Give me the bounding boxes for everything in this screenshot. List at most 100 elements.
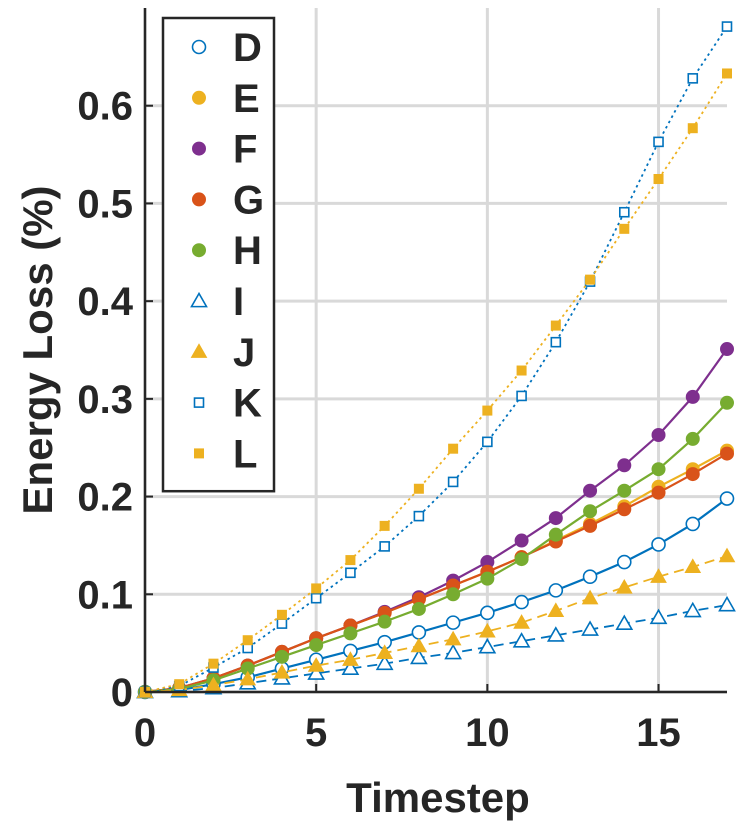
data-point-G bbox=[685, 467, 700, 482]
data-point-D bbox=[719, 491, 735, 506]
data-point-I bbox=[444, 643, 462, 660]
data-point-G bbox=[617, 502, 632, 517]
series-line-J bbox=[144, 555, 728, 693]
x-axis-label: Timestep bbox=[346, 774, 530, 821]
data-point-D bbox=[651, 537, 666, 552]
data-point-J bbox=[615, 578, 633, 594]
data-point-K bbox=[276, 618, 288, 629]
data-point-L bbox=[585, 274, 596, 285]
y-tick-label: 0.1 bbox=[77, 573, 133, 617]
data-point-I bbox=[341, 659, 360, 675]
data-point-F bbox=[651, 428, 666, 443]
data-point-J bbox=[273, 663, 291, 679]
data-point-K bbox=[653, 136, 664, 148]
data-point-I bbox=[683, 601, 702, 618]
data-point-D bbox=[616, 554, 632, 570]
data-point-D bbox=[582, 569, 598, 584]
data-point-K bbox=[447, 476, 459, 488]
legend-marker-G bbox=[192, 192, 206, 207]
data-point-J bbox=[684, 558, 702, 574]
legend-entry-H: H bbox=[192, 229, 262, 273]
data-point-D bbox=[480, 605, 495, 621]
data-point-D bbox=[548, 583, 564, 598]
data-point-L bbox=[516, 365, 527, 376]
data-point-F bbox=[514, 533, 529, 548]
legend-label-L: L bbox=[233, 432, 257, 476]
data-point-I bbox=[410, 648, 428, 665]
legend-label-I: I bbox=[233, 280, 244, 324]
legend-label-G: G bbox=[233, 178, 264, 222]
data-point-I bbox=[581, 620, 599, 636]
data-point-I bbox=[615, 614, 634, 631]
data-point-I bbox=[649, 608, 668, 625]
legend-box bbox=[161, 16, 276, 493]
data-point-J bbox=[376, 644, 394, 660]
axes: 0 5 10 15 0 0.1 0.2 0.3 0.4 0.5 0.6 bbox=[77, 8, 727, 755]
x-tick-label: 15 bbox=[636, 711, 681, 755]
data-point-F bbox=[548, 511, 563, 526]
data-point-H bbox=[377, 614, 392, 629]
x-tick-label: 5 bbox=[305, 711, 327, 755]
y-tick-label: 0.5 bbox=[77, 182, 133, 226]
y-tick-label: 0.3 bbox=[77, 378, 133, 422]
legend-label-J: J bbox=[233, 331, 255, 375]
data-point-K bbox=[721, 21, 733, 32]
data-point-L bbox=[345, 555, 356, 566]
data-point-H bbox=[309, 638, 324, 653]
data-point-L bbox=[379, 520, 390, 531]
data-point-J bbox=[547, 602, 565, 618]
x-tick-label: 0 bbox=[134, 711, 156, 755]
data-point-J bbox=[718, 547, 736, 563]
y-tick-label: 0.6 bbox=[77, 85, 133, 129]
data-point-D bbox=[445, 615, 461, 630]
legend-entry-F: F bbox=[192, 128, 257, 172]
series-J bbox=[136, 547, 736, 699]
data-point-L bbox=[653, 174, 664, 184]
data-point-I bbox=[718, 595, 736, 612]
data-point-K bbox=[413, 510, 425, 522]
legend-entry-J: J bbox=[190, 331, 255, 375]
legend-marker-I bbox=[190, 291, 208, 308]
data-point-K bbox=[550, 336, 562, 348]
data-point-J bbox=[650, 568, 667, 583]
y-tick-label: 0.2 bbox=[77, 476, 133, 520]
data-point-H bbox=[343, 626, 358, 641]
data-point-J bbox=[410, 637, 428, 653]
data-point-D bbox=[514, 594, 529, 610]
legend-entry-I: I bbox=[190, 280, 244, 324]
data-point-K bbox=[379, 541, 390, 552]
data-point-H bbox=[617, 483, 632, 498]
data-point-K bbox=[345, 567, 356, 579]
data-point-L bbox=[242, 635, 253, 646]
data-point-D bbox=[411, 625, 427, 640]
data-point-F bbox=[720, 342, 734, 357]
legend-marker-K bbox=[193, 397, 205, 408]
y-tick-label: 0 bbox=[111, 671, 133, 715]
data-point-F bbox=[617, 458, 632, 473]
data-point-I bbox=[512, 632, 531, 648]
data-point-H bbox=[411, 601, 426, 616]
legend-label-F: F bbox=[233, 128, 257, 172]
y-axis-label: Energy Loss (%) bbox=[14, 185, 61, 514]
data-point-I bbox=[546, 626, 565, 642]
data-point-J bbox=[444, 630, 462, 646]
data-point-L bbox=[687, 123, 698, 134]
legend-entry-D: D bbox=[191, 26, 262, 70]
data-point-J bbox=[342, 651, 359, 666]
data-point-J bbox=[239, 670, 257, 686]
legend-label-E: E bbox=[233, 77, 260, 121]
data-point-G bbox=[651, 485, 666, 500]
legend-marker-D bbox=[191, 39, 207, 55]
legend-entry-E: E bbox=[192, 77, 260, 121]
legend-label-D: D bbox=[233, 26, 262, 70]
legend-marker-H bbox=[192, 243, 206, 258]
data-point-H bbox=[548, 527, 563, 542]
data-point-K bbox=[310, 592, 322, 604]
data-point-J bbox=[581, 589, 599, 605]
series-line-L bbox=[144, 72, 728, 693]
data-point-K bbox=[516, 390, 527, 402]
data-point-J bbox=[478, 622, 496, 638]
legend-marker-L bbox=[194, 448, 204, 459]
data-point-I bbox=[478, 637, 497, 654]
